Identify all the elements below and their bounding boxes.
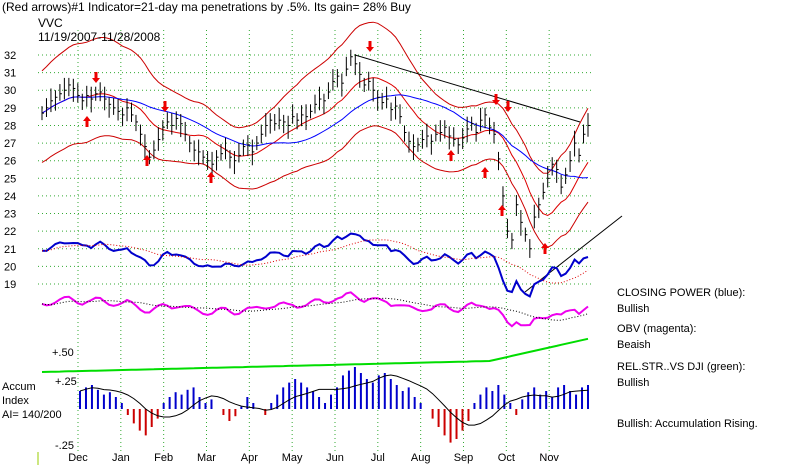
y-tick-label: 20 [4,261,16,273]
buy-arrow-icon [498,205,506,216]
y-tick-label: 23 [4,209,16,221]
accumulation-note: Bullish: Accumulation Rising. [617,418,758,430]
x-tick-label: Nov [539,452,559,464]
buy-arrow-icon [447,150,455,161]
x-tick-label: Oct [498,452,515,464]
x-tick-label: Jul [371,452,385,464]
sell-arrow-icon [504,101,512,112]
buy-arrow-icon [207,172,215,183]
x-tick-label: Jun [326,452,344,464]
buy-arrow-icon [83,116,91,127]
y-tick-label: 29 [4,103,16,115]
y-tick-label: 25 [4,173,16,185]
relstr-status: Bullish [617,377,650,389]
y-tick-label: 21 [4,244,16,256]
accum-level-plus25: +.25 [55,376,77,388]
x-tick-label: Sep [454,452,474,464]
y-tick-label: 19 [4,279,16,291]
closing-power-ma [41,239,589,284]
lower-band [41,125,589,248]
buy-arrow-icon [143,155,151,166]
x-tick-label: Dec [68,452,88,464]
ma50-line [41,94,589,179]
accum-ma [79,374,589,426]
date-range-label: 11/19/2007-11/28/2008 [38,30,161,44]
accum-level-plus50: +.50 [52,347,74,359]
y-tick-label: 31 [4,68,16,80]
y-tick-label: 27 [4,138,16,150]
ticker-label: VVC [38,16,63,30]
accum-ai-value: AI= 140/200 [2,409,62,421]
y-tick-label: 26 [4,156,16,168]
closing-power-line [41,232,589,298]
y-tick-label: 24 [4,191,16,203]
buy-arrow-icon [481,167,489,178]
x-tick-label: Feb [154,452,173,464]
sell-arrow-icon [366,41,374,52]
accum-title: Accum [2,381,36,393]
sell-arrow-icon [92,72,100,83]
y-tick-label: 28 [4,120,16,132]
y-tick-label: 32 [4,50,16,62]
x-tick-label: Jan [112,452,130,464]
x-tick-label: Apr [241,452,258,464]
x-tick-label: Aug [411,452,431,464]
accum-subtitle: Index [2,395,29,407]
obv-line [41,291,589,328]
sell-arrow-icon [161,101,169,112]
closing-power-status: Bullish [617,303,650,315]
accum-level-minus25: -.25 [55,440,74,452]
y-tick-label: 30 [4,85,16,97]
relstr-line [41,337,589,373]
x-tick-label: Mar [197,452,216,464]
obv-status: Beaish [617,339,651,351]
obv-label: OBV (magenta): [617,323,697,335]
closing-power-label: CLOSING POWER (blue): [617,287,746,299]
buy-arrow-icon [541,243,549,254]
x-tick-label: May [282,452,303,464]
ma21-line [41,77,589,217]
relstr-label: REL.STR..VS DJI (green): [617,361,746,373]
y-tick-label: 22 [4,226,16,238]
sell-arrow-icon [492,94,500,105]
chart-header-title: (Red arrows)#1 Indicator=21-day ma penet… [2,0,411,14]
resistance-trendline [354,54,581,123]
